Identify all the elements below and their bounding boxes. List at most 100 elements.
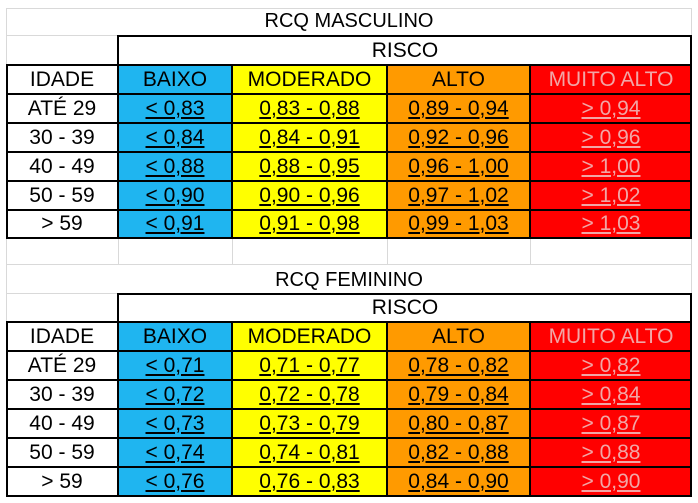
masculino-row-5-baixo: < 0,91: [118, 210, 232, 238]
table-border: [6, 93, 692, 95]
masculino-row-4-idade: 50 - 59: [29, 183, 95, 207]
table-border: [6, 379, 692, 381]
table-border: [231, 64, 233, 239]
feminino-col-moderado: MODERADO: [232, 322, 387, 351]
masculino-row-2-muito-alto: > 0,96: [530, 123, 692, 152]
masculino-row-5-moderado: 0,91 - 0,98: [232, 210, 387, 238]
masculino-row-3-baixo: < 0,88: [118, 152, 232, 181]
table-border: [6, 466, 692, 468]
table-border: [117, 293, 119, 497]
masculino-row-4-moderado: 0,90 - 0,96: [232, 181, 387, 210]
grid-line: [6, 35, 118, 36]
masculino-row-2-baixo: < 0,84: [118, 123, 232, 152]
table-border: [6, 350, 692, 352]
grid-line: [387, 238, 388, 265]
feminino-row-1-moderado: 0,71 - 0,77: [232, 351, 387, 380]
feminino-row-2-idade: 30 - 39: [29, 382, 95, 406]
masculino-row-1-muito-alto: > 0,94: [530, 94, 692, 123]
masculino-row-5-muito-alto: > 1,03: [530, 210, 692, 238]
grid-line: [691, 238, 692, 322]
feminino-row-4-alto: 0,82 - 0,88: [387, 438, 530, 467]
masculino-col-baixo: BAIXO: [118, 65, 232, 94]
masculino-risco-header: RISCO: [371, 38, 439, 62]
feminino-row-1-baixo: < 0,71: [118, 351, 232, 380]
masculino-row-5-alto: 0,99 - 1,03: [387, 210, 530, 238]
feminino-row-2-alto: 0,79 - 0,84: [387, 380, 530, 409]
table-border: [117, 35, 119, 239]
masculino-row-1-moderado: 0,83 - 0,88: [232, 94, 387, 123]
table-border: [6, 151, 692, 153]
feminino-row-5-moderado: 0,76 - 0,83: [232, 467, 387, 496]
grid-line: [6, 293, 118, 294]
feminino-row-3-alto: 0,80 - 0,87: [387, 409, 530, 438]
grid-line: [6, 8, 7, 496]
grid-line: [530, 238, 531, 265]
masculino-row-2-moderado: 0,84 - 0,91: [232, 123, 387, 152]
feminino-row-1-alto: 0,78 - 0,82: [387, 351, 530, 380]
feminino-row-3-idade: 40 - 49: [29, 411, 95, 435]
feminino-row-2-moderado: 0,72 - 0,78: [232, 380, 387, 409]
feminino-row-3-baixo: < 0,73: [118, 409, 232, 438]
masculino-row-3-idade: 40 - 49: [29, 154, 95, 178]
table-border: [386, 321, 388, 497]
masculino-row-3-alto: 0,96 - 1,00: [387, 152, 530, 181]
table-border: [6, 122, 692, 124]
feminino-row-4-idade: 50 - 59: [29, 440, 95, 464]
feminino-row-2-baixo: < 0,72: [118, 380, 232, 409]
feminino-row-5-muito-alto: > 0,90: [530, 467, 692, 496]
grid-line: [6, 264, 692, 265]
table-border: [6, 237, 692, 239]
feminino-col-baixo: BAIXO: [118, 322, 232, 351]
table-border: [6, 437, 692, 439]
feminino-col-idade: IDADE: [29, 324, 95, 348]
feminino-row-3-moderado: 0,73 - 0,79: [232, 409, 387, 438]
table-border: [529, 321, 531, 497]
table-border: [118, 35, 692, 37]
table-border: [231, 321, 233, 497]
table-border: [690, 35, 692, 239]
masculino-title: RCQ MASCULINO: [264, 9, 434, 32]
feminino-title: RCQ FEMININO: [275, 268, 423, 291]
feminino-row-4-moderado: 0,74 - 0,81: [232, 438, 387, 467]
masculino-row-1-baixo: < 0,83: [118, 94, 232, 123]
masculino-row-1-alto: 0,89 - 0,94: [387, 94, 530, 123]
table-border: [6, 64, 692, 66]
table-border: [690, 293, 692, 497]
masculino-row-4-muito-alto: > 1,02: [530, 181, 692, 210]
masculino-row-1-idade: ATÉ 29: [27, 96, 97, 120]
table-border: [6, 495, 692, 497]
table-border: [6, 408, 692, 410]
feminino-row-5-idade: > 59: [41, 469, 83, 493]
grid-line: [118, 238, 119, 265]
masculino-row-2-alto: 0,92 - 0,96: [387, 123, 530, 152]
masculino-row-4-baixo: < 0,90: [118, 181, 232, 210]
table-border: [118, 293, 692, 295]
table-border: [6, 321, 692, 323]
feminino-row-1-idade: ATÉ 29: [27, 353, 97, 377]
masculino-col-idade: IDADE: [29, 67, 95, 91]
masculino-col-moderado: MODERADO: [232, 65, 387, 94]
table-border: [6, 180, 692, 182]
feminino-row-2-muito-alto: > 0,84: [530, 380, 692, 409]
masculino-row-4-alto: 0,97 - 1,02: [387, 181, 530, 210]
masculino-col-alto: ALTO: [387, 65, 530, 94]
feminino-col-alto: ALTO: [387, 322, 530, 351]
table-border: [6, 64, 8, 239]
feminino-row-5-alto: 0,84 - 0,90: [387, 467, 530, 496]
feminino-col-muito-alto: MUITO ALTO: [530, 322, 692, 351]
masculino-row-5-idade: > 59: [41, 212, 83, 235]
table-border: [6, 209, 692, 211]
feminino-row-3-muito-alto: > 0,87: [530, 409, 692, 438]
table-border: [529, 64, 531, 239]
masculino-row-3-moderado: 0,88 - 0,95: [232, 152, 387, 181]
masculino-row-3-muito-alto: > 1,00: [530, 152, 692, 181]
grid-line: [6, 8, 692, 9]
feminino-row-4-muito-alto: > 0,88: [530, 438, 692, 467]
feminino-risco-header: RISCO: [371, 296, 439, 319]
masculino-col-muito-alto: MUITO ALTO: [530, 65, 692, 94]
table-border: [386, 64, 388, 239]
table-border: [6, 321, 8, 497]
feminino-row-5-baixo: < 0,76: [118, 467, 232, 496]
masculino-row-2-idade: 30 - 39: [29, 125, 95, 149]
